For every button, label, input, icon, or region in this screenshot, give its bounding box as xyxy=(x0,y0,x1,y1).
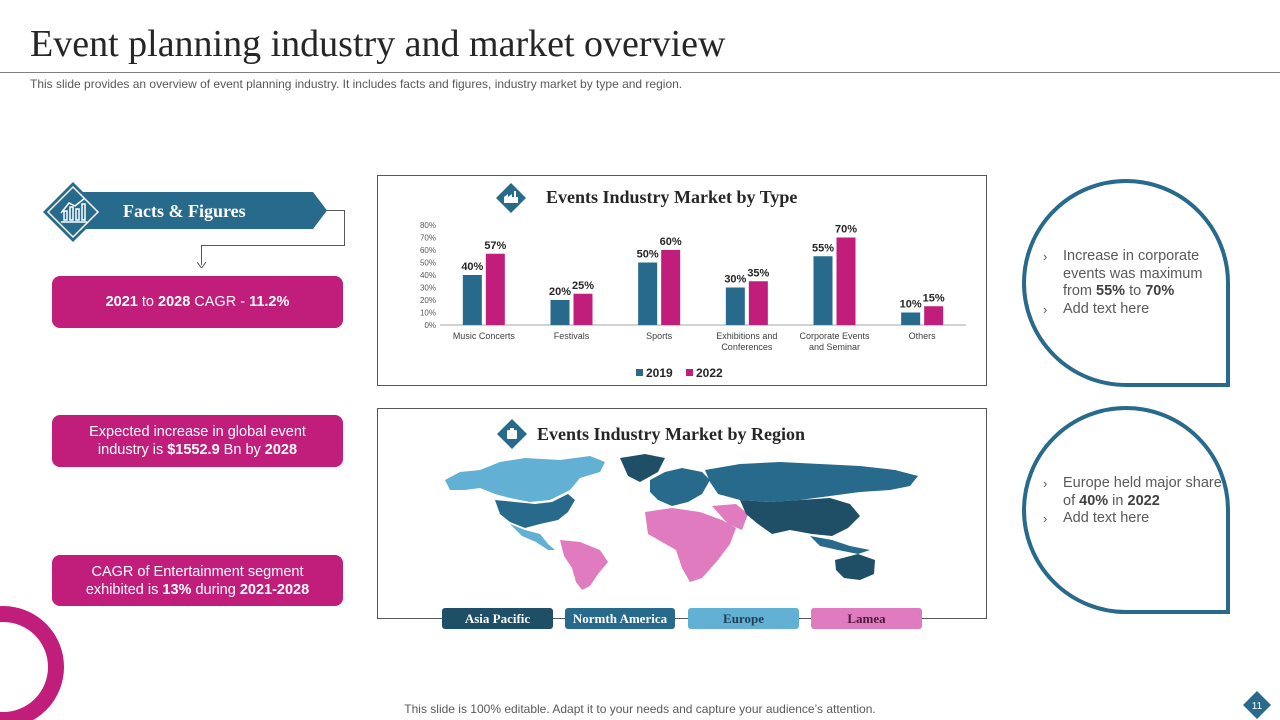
x-tick-label: Corporate Events xyxy=(799,331,870,341)
x-tick-label: Exhibitions and xyxy=(716,331,777,341)
data-label: 25% xyxy=(572,280,594,292)
y-tick-label: 50% xyxy=(420,259,436,268)
bar-2019-2 xyxy=(638,262,658,325)
y-tick-label: 0% xyxy=(424,321,436,330)
chart-title-region: Events Industry Market by Region xyxy=(537,424,806,444)
data-label: 30% xyxy=(724,274,746,286)
callout-text-1: › Increase in corporate events was maximu… xyxy=(1043,248,1203,317)
bar-2019-3 xyxy=(725,287,745,325)
y-tick-label: 70% xyxy=(420,234,436,243)
fact-card-cagr: 2021 to 2028 CAGR - 11.2% xyxy=(52,276,343,328)
x-tick-label: and Seminar xyxy=(809,342,860,352)
bar-2022-4 xyxy=(836,237,856,325)
data-label: 55% xyxy=(812,242,834,254)
map-region-australia xyxy=(835,554,875,580)
data-label: 10% xyxy=(900,299,922,311)
map-region-middle-east xyxy=(712,504,748,530)
data-label: 35% xyxy=(747,267,769,279)
x-tick-label: Festivals xyxy=(554,331,590,341)
callout-text-2: › Europe held major share of 40% in 2022 … xyxy=(1043,475,1222,526)
title-divider xyxy=(0,72,1280,73)
legend-asia-pacific: Asia Pacific xyxy=(442,608,553,629)
y-tick-label: 40% xyxy=(420,271,436,280)
slide-title: Event planning industry and market overv… xyxy=(30,23,726,65)
data-label: 60% xyxy=(660,236,682,248)
bar-2019-0 xyxy=(462,275,482,325)
connector-line xyxy=(326,210,345,211)
chevron-right-icon: › xyxy=(1043,249,1048,264)
bar-2022-0 xyxy=(485,253,505,325)
chart-panel-type xyxy=(377,175,987,386)
y-tick-label: 80% xyxy=(420,221,436,230)
map-region-africa xyxy=(645,508,736,582)
map-region-central-america xyxy=(510,524,555,550)
data-label: 50% xyxy=(637,249,659,261)
legend-europe: Europe xyxy=(688,608,799,629)
footer-note: This slide is 100% editable. Adapt it to… xyxy=(404,702,876,716)
legend-north-america: Normth America xyxy=(565,608,675,629)
y-tick-label: 60% xyxy=(420,246,436,255)
bar-2022-2 xyxy=(661,250,681,325)
connector-line xyxy=(344,210,345,246)
x-tick-label: Sports xyxy=(646,331,673,341)
chart-title-type: Events Industry Market by Type xyxy=(546,187,798,207)
chevron-right-icon: › xyxy=(1043,476,1048,491)
fact-card-global-increase: Expected increase in global event indust… xyxy=(52,415,343,467)
page-number-badge: 11 xyxy=(1243,691,1271,719)
legend-label-2019: 2019 xyxy=(646,366,673,380)
slide-subtitle: This slide provides an overview of event… xyxy=(30,77,683,91)
page-number: 11 xyxy=(1252,701,1263,712)
facts-banner xyxy=(70,192,327,229)
callout-shape-2 xyxy=(1022,406,1230,614)
x-tick-label: Others xyxy=(909,331,937,341)
data-label: 20% xyxy=(549,286,571,298)
map-region-usa xyxy=(495,494,575,528)
map-region-se-asia xyxy=(810,536,870,554)
bar-2019-1 xyxy=(550,300,570,325)
y-tick-label: 20% xyxy=(420,296,436,305)
map-region-europe xyxy=(650,468,710,506)
legend-swatch-2019 xyxy=(636,369,643,376)
chevron-right-icon: › xyxy=(1043,511,1048,526)
bar-2022-1 xyxy=(573,293,593,325)
chevron-right-icon: › xyxy=(1043,301,1048,317)
x-tick-label: Conferences xyxy=(721,342,773,352)
map-region-south-america xyxy=(560,540,608,590)
briefcase-icon xyxy=(497,419,527,449)
bar-2022-5 xyxy=(924,306,944,325)
bar-2019-5 xyxy=(901,312,921,325)
data-label: 57% xyxy=(484,240,506,252)
map-region-north-america-north xyxy=(445,456,605,502)
x-tick-label: Music Concerts xyxy=(453,331,516,341)
connector-line xyxy=(201,245,345,246)
y-tick-label: 10% xyxy=(420,309,436,318)
factory-icon xyxy=(496,183,526,213)
data-label: 40% xyxy=(461,261,483,273)
chart-growth-icon xyxy=(43,182,103,242)
connector-line xyxy=(201,245,202,265)
decorative-ring xyxy=(0,606,64,720)
world-map xyxy=(445,454,918,590)
bar-2019-4 xyxy=(813,256,833,325)
y-tick-label: 30% xyxy=(420,284,436,293)
bar-2022-3 xyxy=(748,281,768,325)
legend-swatch-2022 xyxy=(686,369,693,376)
map-region-asia-north xyxy=(705,462,918,502)
arrow-down-icon xyxy=(197,262,206,268)
callout-shape-1 xyxy=(1022,179,1230,387)
facts-heading: Facts & Figures xyxy=(123,201,246,221)
fact-card-entertainment: CAGR of Entertainment segment exhibited … xyxy=(52,555,343,606)
bar-chart-type: 0%10%20%30%40%50%60%70%80%40%57%Music Co… xyxy=(420,221,966,380)
map-region-greenland xyxy=(620,454,665,482)
legend-lamea: Lamea xyxy=(811,608,922,629)
map-region-asia-south xyxy=(740,498,860,536)
data-label: 70% xyxy=(835,224,857,236)
legend-label-2022: 2022 xyxy=(696,366,723,380)
data-label: 15% xyxy=(923,292,945,304)
